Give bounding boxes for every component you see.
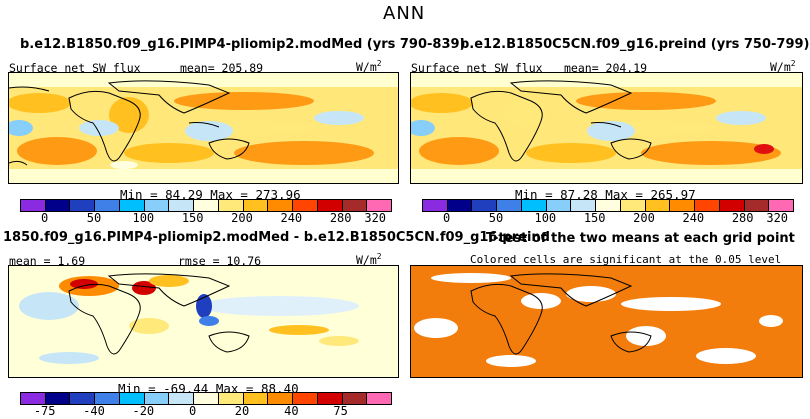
panel2-map-field bbox=[411, 73, 802, 183]
panel2-minmax: Min = 87.28 Max = 265.97 bbox=[515, 187, 696, 202]
colorbar-swatch bbox=[317, 200, 343, 211]
colorbar-swatch bbox=[169, 200, 195, 211]
panel2-map bbox=[410, 72, 803, 184]
colorbar-swatch bbox=[119, 393, 145, 404]
colorbar-tick-label: 320 bbox=[766, 211, 789, 225]
panel2-run-title: b.e12.B1850C5CN.f09_g16.preind (yrs 750-… bbox=[460, 37, 810, 52]
panel3-rmse: rmse = 10.76 bbox=[178, 254, 262, 268]
colorbar-tick-label: -40 bbox=[83, 404, 105, 418]
panel1-units: W/m2 bbox=[356, 59, 382, 74]
colorbar-swatch bbox=[243, 393, 269, 404]
colorbar-tick-label: 100 bbox=[534, 211, 557, 225]
panel1-colorbar-ticks: 0 50 100 150 200 240 280 320 bbox=[20, 211, 390, 225]
colorbar-swatch bbox=[218, 393, 244, 404]
panel3-mean: mean = 1.69 bbox=[9, 254, 86, 268]
panel4-run-title: T-test of the two means at each grid poi… bbox=[486, 231, 795, 246]
colorbar-swatch bbox=[70, 200, 96, 211]
colorbar-swatch bbox=[367, 393, 392, 404]
colorbar-swatch bbox=[144, 200, 170, 211]
colorbar-swatch bbox=[497, 200, 522, 211]
colorbar-swatch bbox=[95, 200, 120, 211]
colorbar-tick-label: 75 bbox=[333, 404, 348, 418]
colorbar-swatch bbox=[169, 393, 195, 404]
colorbar-swatch bbox=[342, 200, 368, 211]
colorbar-swatch bbox=[571, 200, 597, 211]
colorbar-swatch bbox=[769, 200, 794, 211]
panel3-map-field bbox=[9, 266, 398, 377]
colorbar-swatch bbox=[317, 393, 343, 404]
colorbar-swatch bbox=[645, 200, 671, 211]
panel3-run-title: 1850.f09_g16.PIMP4-pliomip2.modMed - b.e… bbox=[3, 230, 550, 245]
colorbar-tick-label: 240 bbox=[682, 211, 705, 225]
colorbar-swatch bbox=[719, 200, 745, 211]
panel1-map-field bbox=[9, 73, 398, 183]
colorbar-swatch bbox=[521, 200, 547, 211]
colorbar-swatch bbox=[194, 200, 219, 211]
colorbar-swatch bbox=[472, 200, 498, 211]
colorbar-tick-label: 240 bbox=[280, 211, 303, 225]
panel1-colorbar bbox=[20, 199, 392, 212]
colorbar-swatch bbox=[268, 393, 294, 404]
colorbar-tick-label: 0 bbox=[189, 404, 197, 418]
colorbar-swatch bbox=[218, 200, 244, 211]
colorbar-swatch bbox=[194, 393, 219, 404]
colorbar-tick-label: 200 bbox=[231, 211, 253, 225]
colorbar-tick-label: 100 bbox=[132, 211, 155, 225]
colorbar-swatch bbox=[21, 393, 46, 404]
colorbar-swatch bbox=[744, 200, 770, 211]
panel1-minmax: Min = 84.29 Max = 273.96 bbox=[120, 187, 301, 202]
panel1-map bbox=[8, 72, 399, 184]
colorbar-tick-label: 0 bbox=[443, 211, 451, 225]
colorbar-swatch bbox=[447, 200, 473, 211]
colorbar-tick-label: 200 bbox=[633, 211, 655, 225]
colorbar-swatch bbox=[95, 393, 120, 404]
colorbar-tick-label: -20 bbox=[132, 404, 155, 418]
colorbar-swatch bbox=[21, 200, 46, 211]
panel2-colorbar bbox=[422, 199, 794, 212]
colorbar-swatch bbox=[546, 200, 572, 211]
colorbar-tick-label: 150 bbox=[583, 211, 606, 225]
panel2-colorbar-ticks: 0 50 100 150 200 240 280 320 bbox=[422, 211, 792, 225]
colorbar-swatch bbox=[423, 200, 448, 211]
colorbar-tick-label: 280 bbox=[731, 211, 754, 225]
panel1-run-title: b.e12.B1850.f09_g16.PIMP4-pliomip2.modMe… bbox=[20, 37, 466, 52]
colorbar-swatch bbox=[144, 393, 170, 404]
panel4-subtitle: Colored cells are significant at the 0.0… bbox=[470, 253, 782, 266]
panel3-colorbar-ticks: -75 -40 -20 0 20 40 75 bbox=[20, 404, 390, 418]
colorbar-swatch bbox=[119, 200, 145, 211]
colorbar-tick-label: 50 bbox=[488, 211, 504, 225]
panel3-colorbar bbox=[20, 392, 392, 405]
colorbar-swatch bbox=[670, 200, 696, 211]
colorbar-tick-label: 50 bbox=[86, 211, 102, 225]
panel2-mean: mean= 204.19 bbox=[564, 61, 648, 75]
colorbar-swatch bbox=[45, 200, 71, 211]
colorbar-swatch bbox=[243, 200, 269, 211]
panel3-map bbox=[8, 265, 399, 378]
main-title: ANN bbox=[383, 3, 426, 24]
colorbar-tick-label: 320 bbox=[364, 211, 387, 225]
colorbar-swatch bbox=[596, 200, 621, 211]
colorbar-swatch bbox=[70, 393, 96, 404]
panel4-map bbox=[410, 265, 803, 378]
colorbar-tick-label: 150 bbox=[181, 211, 204, 225]
colorbar-swatch bbox=[45, 393, 71, 404]
colorbar-swatch bbox=[293, 393, 318, 404]
colorbar-tick-label: 280 bbox=[329, 211, 352, 225]
colorbar-swatch bbox=[268, 200, 294, 211]
colorbar-swatch bbox=[620, 200, 646, 211]
colorbar-swatch bbox=[293, 200, 318, 211]
panel2-variable-label: Surface net SW flux bbox=[411, 61, 543, 75]
colorbar-tick-label: -75 bbox=[33, 404, 56, 418]
colorbar-swatch bbox=[342, 393, 368, 404]
colorbar-tick-label: 20 bbox=[234, 404, 250, 418]
panel1-mean: mean= 205.89 bbox=[180, 61, 264, 75]
colorbar-swatch bbox=[367, 200, 392, 211]
colorbar-swatch bbox=[695, 200, 720, 211]
colorbar-tick-label: 40 bbox=[284, 404, 299, 418]
panel2-units: W/m2 bbox=[770, 59, 796, 74]
panel1-variable-label: Surface net SW flux bbox=[9, 61, 141, 75]
colorbar-tick-label: 0 bbox=[41, 211, 49, 225]
panel3-units: W/m2 bbox=[356, 252, 382, 267]
panel4-map-field bbox=[411, 266, 802, 377]
